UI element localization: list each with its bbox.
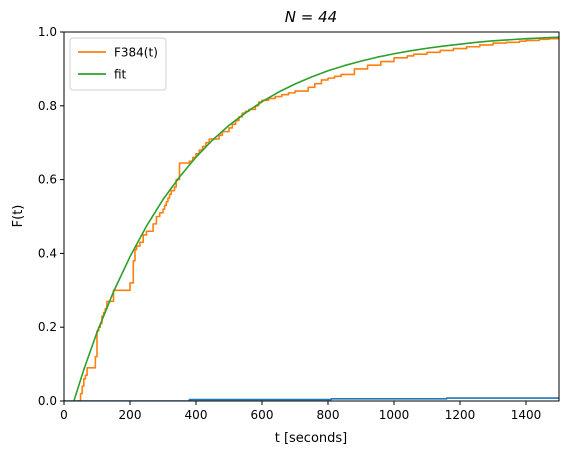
legend-label: F384(t) (114, 46, 158, 60)
y-tick-label: 1.0 (38, 25, 57, 39)
legend: F384(t) fit (69, 37, 167, 91)
x-tick-label: 1200 (445, 408, 476, 422)
legend-box (69, 37, 167, 91)
x-tick-label: 400 (185, 408, 208, 422)
x-tick-label: 1000 (379, 408, 410, 422)
y-axis-label: F(t) (11, 205, 26, 228)
x-tick-label: 0 (60, 408, 68, 422)
x-tick-label: 800 (317, 408, 340, 422)
plot-area (64, 36, 559, 401)
y-tick-label: 0.0 (38, 394, 57, 408)
x-axis-label: t [seconds] (275, 431, 348, 446)
chart-title: N = 44 (285, 8, 337, 26)
plot-frame (63, 31, 560, 402)
x-tick-label: 200 (119, 408, 142, 422)
y-tick-label: 0.4 (38, 246, 57, 260)
legend-label: fit (114, 68, 127, 82)
y-tick-label: 0.2 (38, 320, 57, 334)
series-line-1 (73, 36, 559, 401)
chart-title-group: N = 44 (285, 8, 337, 26)
x-tick-label: 600 (251, 408, 274, 422)
y-tick-label: 0.6 (38, 173, 57, 187)
x-tick-label: 1400 (511, 408, 542, 422)
axes: 0 200 400 600 800 1000 1200 1400 0.0 0.2 0.4 0.6 0.8… (38, 25, 560, 422)
y-tick-label: 0.8 (38, 99, 57, 113)
